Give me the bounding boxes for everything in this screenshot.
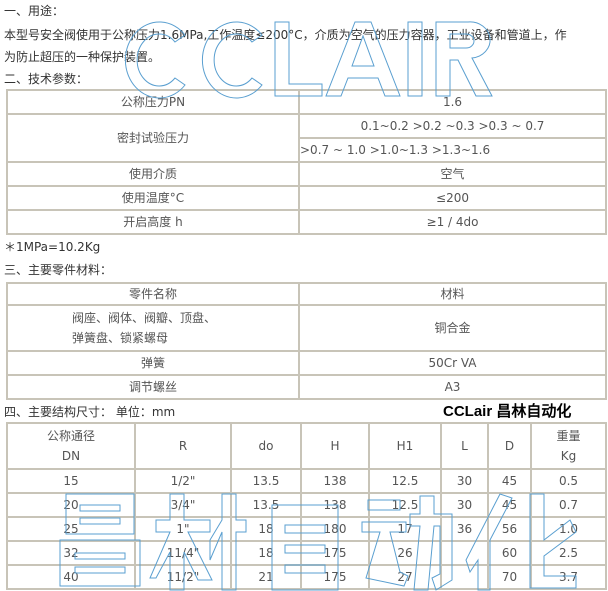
- cell: 50Cr VA: [298, 350, 607, 376]
- cell: H: [300, 422, 370, 470]
- cell: 0.5: [530, 468, 607, 494]
- cell: 重量: [556, 429, 581, 443]
- cell: [440, 540, 489, 566]
- cell: DN: [61, 449, 81, 463]
- cell: 2.5: [530, 540, 607, 566]
- cell: 40: [6, 564, 136, 590]
- cell: 铜合金: [298, 304, 607, 352]
- cell: 11/2": [134, 564, 232, 590]
- cell: 30: [440, 468, 489, 494]
- cell: 零件名称: [6, 282, 300, 306]
- unit-note: ＊1MPa=10.2Kg: [4, 240, 101, 254]
- parts-heading: 三、主要零件材料：: [4, 263, 113, 277]
- table-row: 15 1/2" 13.5 138 12.5 30 45 0.5: [6, 468, 607, 494]
- dims-table: 公称通径 DN R do H H1 L D 重量 Kg 15 1/2" 13.5 138 1…: [6, 422, 607, 590]
- cell: [440, 564, 489, 590]
- cell: 密封试验压力: [6, 113, 300, 163]
- cell: 21: [230, 564, 302, 590]
- tech-heading: 二、技术参数：: [4, 72, 89, 86]
- cell: 26: [368, 540, 442, 566]
- cell: 公称压力PN: [6, 89, 300, 115]
- cell: 调节螺丝: [6, 374, 300, 400]
- dims-heading: 四、主要结构尺寸： 单位：mm: [4, 405, 176, 419]
- cell: 18: [230, 540, 302, 566]
- cell: 15: [6, 468, 136, 494]
- cell: 12.5: [368, 492, 442, 518]
- cell: 3/4": [134, 492, 232, 518]
- cell: 175: [300, 564, 370, 590]
- cell: H1: [368, 422, 442, 470]
- table-row: 40 11/2" 21 175 27 70 3.7: [6, 564, 607, 590]
- cell: do: [230, 422, 302, 470]
- cell: 弹簧: [6, 350, 300, 376]
- table-row: 20 3/4" 13.5 138 12.5 30 45 0.7: [6, 492, 607, 518]
- cell: 60: [487, 540, 532, 566]
- cell: 1/2": [134, 468, 232, 494]
- cell: 27: [368, 564, 442, 590]
- cell: 11/4": [134, 540, 232, 566]
- cell: 32: [6, 540, 136, 566]
- cell: 36: [440, 516, 489, 542]
- cell: 138: [300, 492, 370, 518]
- cell: 阀座、阀体、阀瓣、顶盘、: [72, 311, 217, 325]
- parts-table: 零件名称 材料 阀座、阀体、阀瓣、顶盘、 弹簧盘、锁紧螺母 铜合金 弹簧 50Cr VA…: [6, 282, 607, 400]
- cell: 180: [300, 516, 370, 542]
- cell: ≥1 / 4do: [298, 209, 607, 235]
- cell: >0.7 ~ 1.0 >1.0~1.3 >1.3~1.6: [298, 137, 607, 163]
- cell: 45: [487, 492, 532, 518]
- cell: 30: [440, 492, 489, 518]
- cell: 0.1~0.2 >0.2 ~0.3 >0.3 ~ 0.7: [298, 113, 607, 139]
- cell: 0.7: [530, 492, 607, 518]
- cell: 使用温度°C: [6, 185, 300, 211]
- cell: 70: [487, 564, 532, 590]
- usage-heading: 一、用途：: [4, 4, 65, 18]
- cell: 空气: [298, 161, 607, 187]
- cell: 1.6: [298, 89, 607, 115]
- cell: 1.0: [530, 516, 607, 542]
- cell: 13.5: [230, 468, 302, 494]
- usage-text-2: 为防止超压的一种保护装置。: [4, 50, 161, 64]
- cell: A3: [298, 374, 607, 400]
- table-row: 25 1" 18 180 17 36 56 1.0: [6, 516, 607, 542]
- cell: L: [440, 422, 489, 470]
- cell: 45: [487, 468, 532, 494]
- tech-params-table: 公称压力PN 1.6 密封试验压力 0.1~0.2 >0.2 ~0.3 >0.3 ~…: [6, 89, 607, 235]
- cell: 25: [6, 516, 136, 542]
- cell: 20: [6, 492, 136, 518]
- cell: 开启高度 h: [6, 209, 300, 235]
- cell: ≤200: [298, 185, 607, 211]
- cell: 弹簧盘、锁紧螺母: [72, 331, 169, 345]
- cell: Kg: [560, 449, 577, 463]
- cell: 13.5: [230, 492, 302, 518]
- cell: R: [134, 422, 232, 470]
- cell: 18: [230, 516, 302, 542]
- cell: 公称通径: [46, 429, 95, 443]
- cell: 3.7: [530, 564, 607, 590]
- cell: 12.5: [368, 468, 442, 494]
- cell: 138: [300, 468, 370, 494]
- cell: 17: [368, 516, 442, 542]
- cell: D: [487, 422, 532, 470]
- table-row: 32 11/4" 18 175 26 60 2.5: [6, 540, 607, 566]
- cell: 1": [134, 516, 232, 542]
- usage-text-1: 本型号安全阀使用于公称压力1.6MPa,工作温度≤200°C，介质为空气的压力容…: [4, 28, 567, 42]
- cell: 使用介质: [6, 161, 300, 187]
- cell: 175: [300, 540, 370, 566]
- brand-text: CCLair 昌林自动化: [443, 403, 572, 420]
- cell: 56: [487, 516, 532, 542]
- cell: 材料: [298, 282, 607, 306]
